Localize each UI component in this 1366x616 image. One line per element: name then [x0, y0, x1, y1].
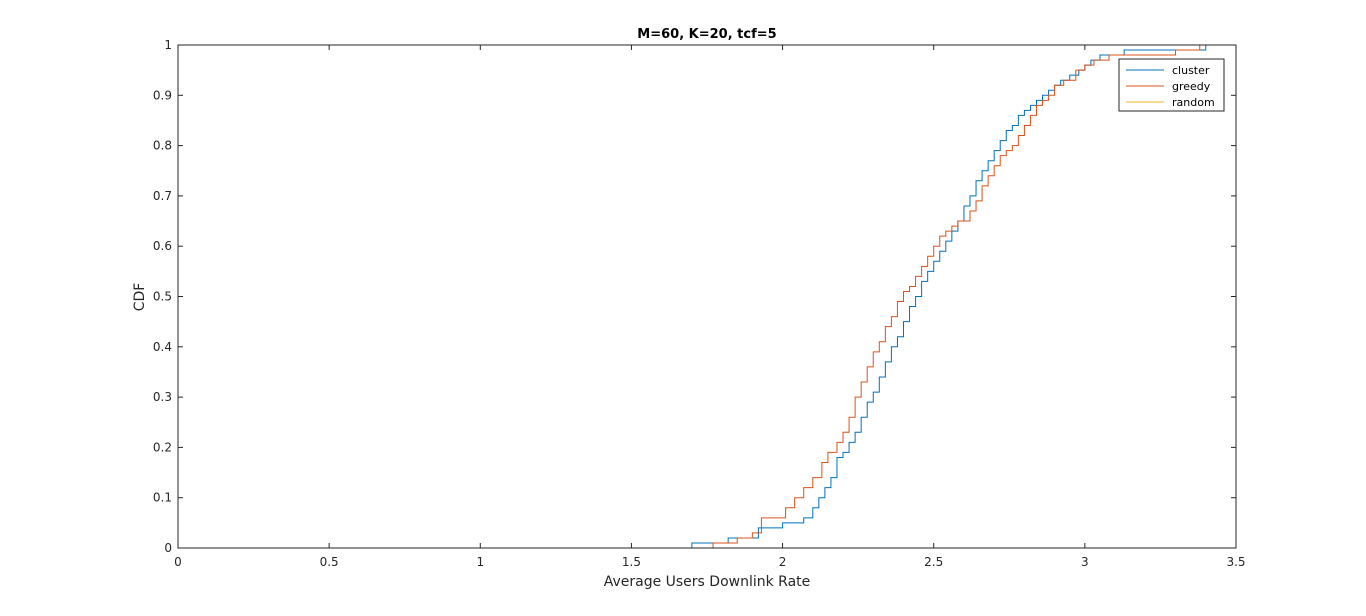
y-tick-label: 0.5: [153, 290, 172, 304]
chart-title: M=60, K=20, tcf=5: [637, 27, 776, 42]
x-tick-label: 0: [174, 555, 182, 569]
x-tick-label: 1.5: [622, 555, 641, 569]
x-axis-label: Average Users Downlink Rate: [604, 574, 811, 590]
y-tick-label: 0.2: [153, 440, 172, 454]
x-tick-label: 1: [476, 555, 484, 569]
y-axis-label: CDF: [132, 283, 148, 312]
y-tick-label: 0.1: [153, 491, 172, 505]
x-tick-label: 3.5: [1226, 555, 1245, 569]
legend-label-random: random: [1172, 96, 1215, 109]
ticks-layer: 0 0.5 1 1.5 2 2.5 3 3.5 0 0.1 0.2 0.3 0.4 0.5 0.6 0.7 0.…: [153, 38, 1246, 569]
legend-label-greedy: greedy: [1172, 80, 1211, 93]
legend[interactable]: cluster greedy random: [1118, 58, 1225, 112]
x-tick-label: 2.5: [924, 555, 943, 569]
x-tick-label: 2: [779, 555, 787, 569]
y-tick-label: 0.8: [153, 139, 172, 153]
y-tick-label: 1: [164, 38, 172, 52]
x-tick-label: 0.5: [320, 555, 339, 569]
series-line-greedy: [712, 44, 1203, 548]
legend-label-cluster: cluster: [1172, 64, 1210, 77]
y-tick-label: 0.3: [153, 390, 172, 404]
y-tick-label: 0.6: [153, 239, 172, 253]
plot-area: [178, 45, 1236, 548]
y-tick-label: 0.9: [153, 88, 172, 102]
y-tick-label: 0.4: [153, 340, 172, 354]
x-tick-label: 3: [1081, 555, 1089, 569]
y-tick-label: 0: [164, 541, 172, 555]
y-tick-label: 0.7: [153, 189, 172, 203]
